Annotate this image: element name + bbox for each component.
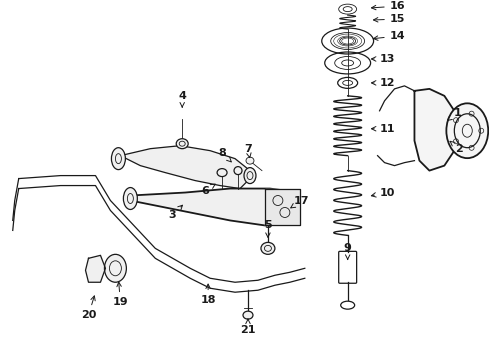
Ellipse shape: [446, 103, 488, 158]
Ellipse shape: [246, 157, 254, 164]
Ellipse shape: [234, 167, 242, 175]
Text: 5: 5: [264, 220, 272, 237]
Text: 13: 13: [371, 54, 395, 64]
Text: 17: 17: [291, 195, 310, 208]
Polygon shape: [415, 89, 459, 171]
Polygon shape: [130, 189, 295, 225]
Text: 9: 9: [343, 243, 352, 259]
Text: 2: 2: [450, 141, 463, 154]
Polygon shape: [121, 146, 250, 189]
Ellipse shape: [243, 311, 253, 319]
Ellipse shape: [111, 148, 125, 170]
Ellipse shape: [176, 139, 188, 149]
Text: 8: 8: [218, 148, 231, 162]
Ellipse shape: [104, 254, 126, 282]
Text: 15: 15: [373, 14, 405, 24]
Text: 1: 1: [447, 108, 461, 120]
Text: 7: 7: [244, 144, 252, 158]
Text: 6: 6: [201, 184, 215, 195]
Text: 14: 14: [373, 31, 405, 41]
Ellipse shape: [217, 168, 227, 177]
Text: 10: 10: [371, 188, 395, 198]
Text: 21: 21: [240, 319, 256, 335]
Polygon shape: [86, 255, 105, 282]
Ellipse shape: [123, 188, 137, 210]
Text: 3: 3: [169, 205, 182, 220]
Text: 4: 4: [178, 91, 186, 107]
Text: 12: 12: [371, 78, 395, 88]
Text: 18: 18: [200, 284, 216, 305]
Polygon shape: [265, 189, 300, 225]
Ellipse shape: [244, 168, 256, 184]
Text: 19: 19: [113, 282, 128, 307]
Text: 11: 11: [371, 124, 395, 134]
Text: 20: 20: [81, 296, 96, 320]
Ellipse shape: [261, 242, 275, 254]
Text: 16: 16: [371, 1, 405, 11]
